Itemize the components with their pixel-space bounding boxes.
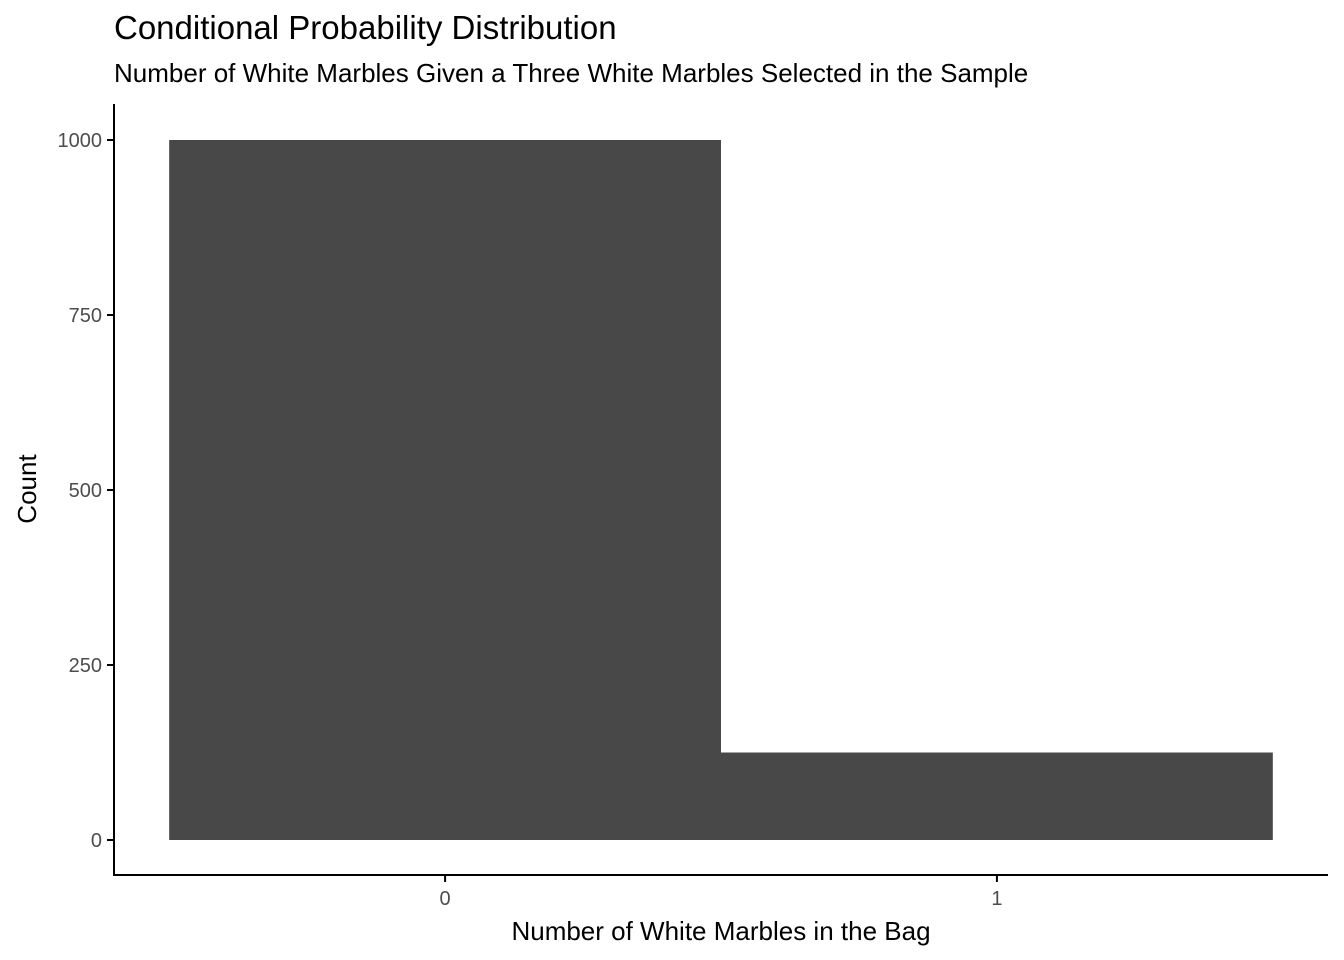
- y-axis-title: Count: [12, 454, 42, 524]
- bars-layer: [169, 140, 1273, 840]
- chart-subtitle: Number of White Marbles Given a Three Wh…: [114, 58, 1028, 88]
- y-tick-label: 1000: [58, 130, 103, 152]
- chart-title: Conditional Probability Distribution: [114, 9, 617, 46]
- bar-0: [169, 140, 721, 840]
- x-tick-label: 1: [991, 888, 1002, 910]
- y-tick-label: 250: [69, 655, 102, 677]
- bar-1: [721, 752, 1273, 840]
- x-tick-label: 0: [440, 888, 451, 910]
- y-axis-ticks: 0 250 500 750 1000: [58, 130, 114, 852]
- x-axis-title: Number of White Marbles in the Bag: [511, 916, 930, 946]
- y-tick-label: 750: [69, 305, 102, 327]
- y-tick-label: 0: [91, 830, 102, 852]
- y-tick-label: 500: [69, 480, 102, 502]
